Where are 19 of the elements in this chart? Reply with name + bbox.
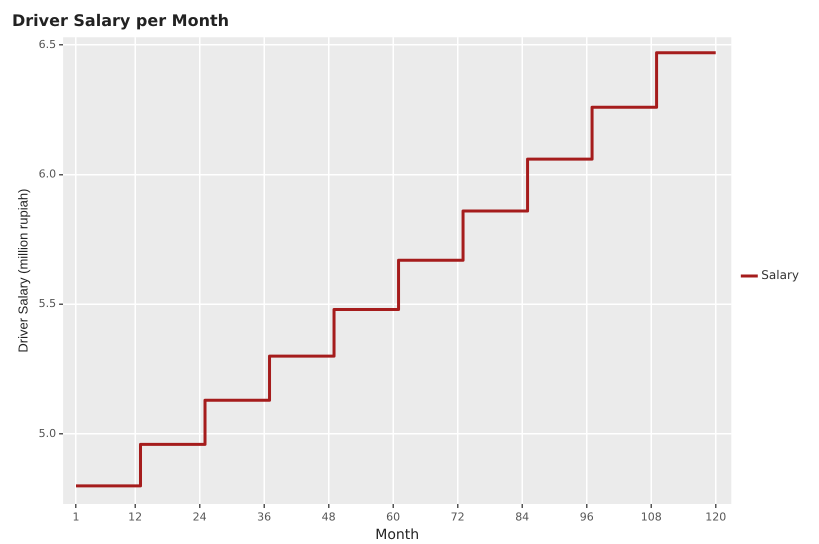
x-tick-label: 96 <box>580 510 594 524</box>
y-tick-label: 6.0 <box>38 168 56 181</box>
x-tick-label: 12 <box>128 510 142 524</box>
x-tick-label: 84 <box>515 510 530 524</box>
x-tick-label: 72 <box>450 510 465 524</box>
x-tick-label: 108 <box>640 510 662 524</box>
y-tick-label: 5.0 <box>38 426 56 440</box>
y-tick-label: 5.5 <box>38 297 56 310</box>
y-tick-label: 6.5 <box>38 38 56 51</box>
legend-label: Salary <box>761 268 800 282</box>
x-axis-title: Month <box>375 527 420 544</box>
x-tick-label: 120 <box>705 510 726 524</box>
x-tick-label: 24 <box>192 510 207 524</box>
x-tick-label: 1 <box>72 510 80 524</box>
x-tick-label: 36 <box>257 510 272 524</box>
y-axis-title: Driver Salary (million rupiah) <box>15 188 30 353</box>
chart-title: Driver Salary per Month <box>12 10 229 30</box>
x-tick-label: 60 <box>386 510 400 524</box>
x-tick-label: 48 <box>322 510 336 524</box>
